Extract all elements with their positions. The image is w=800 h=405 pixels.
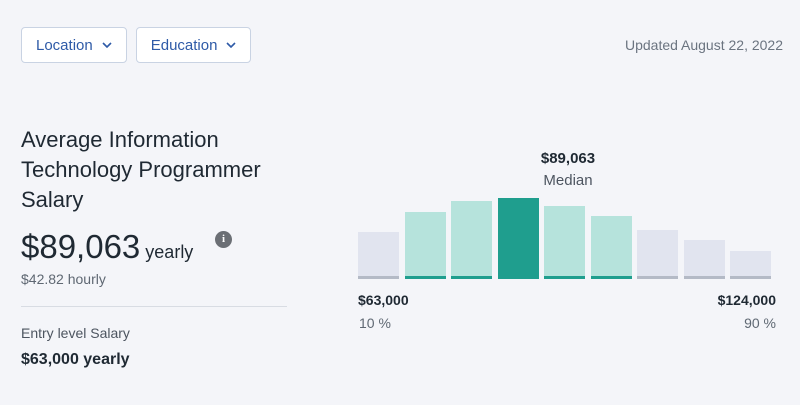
bar-baseline xyxy=(590,276,632,279)
bar-baseline xyxy=(544,276,585,279)
distribution-bar xyxy=(590,216,632,278)
entry-level-value: $63,000 yearly xyxy=(21,351,130,368)
median-value: $89,063 xyxy=(540,150,596,167)
distribution-bar xyxy=(451,201,492,278)
education-filter-button[interactable]: Education xyxy=(135,27,252,63)
distribution-bar xyxy=(358,231,399,278)
updated-date: Updated August 22, 2022 xyxy=(624,37,783,53)
average-salary: $89,063 yearly xyxy=(21,228,193,266)
filter-bar: Location Education xyxy=(21,27,252,63)
median-label: Median xyxy=(543,172,593,189)
distribution-bar xyxy=(544,206,585,278)
entry-level-label: Entry level Salary xyxy=(21,325,130,341)
bar-baseline xyxy=(358,276,399,279)
location-filter-label: Location xyxy=(36,36,93,54)
divider xyxy=(21,306,287,307)
hourly-rate: $42.82 hourly xyxy=(21,271,106,287)
location-filter-button[interactable]: Location xyxy=(21,27,127,63)
distribution-bar xyxy=(683,240,725,278)
bar-baseline xyxy=(404,276,446,279)
high-salary-value: $124,000 xyxy=(717,292,776,308)
salary-period: yearly xyxy=(145,242,194,262)
low-percentile-label: 10 % xyxy=(359,315,391,331)
page-title: Average Information Technology Programme… xyxy=(21,127,261,212)
bar-baseline xyxy=(730,276,771,279)
chevron-down-icon xyxy=(102,42,112,48)
salary-distribution-chart: $89,063 Median $63,000 10 % $124,000 90 … xyxy=(358,150,778,340)
chevron-down-icon xyxy=(226,42,237,48)
bar-baseline xyxy=(683,276,725,279)
salary-amount: $89,063 xyxy=(21,228,141,265)
bar-baseline xyxy=(637,276,678,279)
distribution-bar xyxy=(497,198,539,278)
distribution-bar xyxy=(730,250,771,278)
info-icon[interactable]: i xyxy=(215,231,232,248)
high-percentile-label: 90 % xyxy=(744,315,776,331)
distribution-bar xyxy=(637,230,678,278)
education-filter-label: Education xyxy=(150,36,218,54)
distribution-bar xyxy=(404,211,446,278)
bar-baseline xyxy=(497,276,539,279)
low-salary-value: $63,000 xyxy=(358,292,409,308)
bar-baseline xyxy=(451,276,492,279)
